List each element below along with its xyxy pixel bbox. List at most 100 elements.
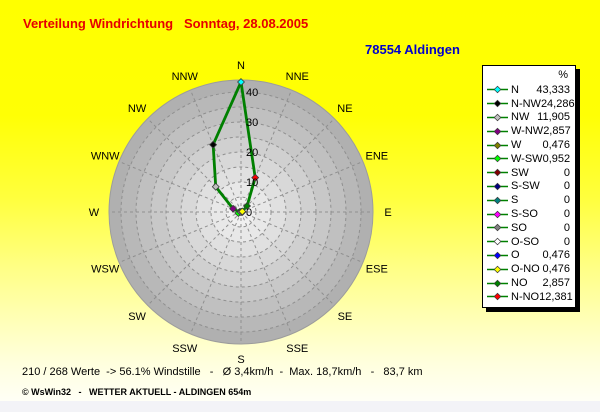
- legend-marker-icon: [487, 224, 508, 232]
- legend-label: O-SO: [511, 235, 540, 248]
- legend-value: 0,476: [542, 249, 570, 262]
- legend-label: S-SW: [511, 180, 540, 193]
- legend-header: %: [558, 69, 568, 81]
- legend-marker-icon: [487, 86, 508, 94]
- legend-row: N-NW 24,286: [483, 97, 575, 111]
- legend-marker-icon: [487, 113, 508, 122]
- legend-marker-icon: [487, 265, 508, 274]
- legend-marker-icon: [487, 168, 508, 177]
- legend-marker-icon: [487, 293, 508, 301]
- grid-spoke: [240, 118, 335, 213]
- direction-label-E: E: [384, 207, 391, 219]
- direction-label-ESE: ESE: [366, 263, 388, 275]
- legend-row: NW 11,905: [483, 111, 575, 125]
- legend-row: S-SO 0: [483, 207, 575, 221]
- radial-tick-label: 0: [246, 207, 252, 219]
- direction-label-WSW: WSW: [91, 263, 120, 275]
- legend-label: N: [511, 83, 519, 96]
- legend-value: 0: [563, 235, 570, 248]
- direction-label-WNW: WNW: [91, 151, 120, 163]
- direction-label-SSE: SSE: [286, 343, 308, 355]
- direction-label-ENE: ENE: [365, 151, 388, 163]
- legend-marker-icon: [487, 237, 508, 246]
- legend-value: 0: [563, 208, 570, 221]
- legend-marker-icon: [487, 141, 508, 149]
- grid-spoke: [190, 89, 242, 213]
- grid-spoke: [240, 89, 292, 213]
- station-label: 78554 Aldingen: [365, 42, 460, 57]
- legend-rows: N 43,333 N-NW 24,286 NW 11,905 W-NW 2,857 W 0,476…: [483, 83, 575, 304]
- legend-marker-icon: [487, 251, 508, 260]
- legend-marker-icon: [487, 127, 508, 136]
- data-marker-ENE: [238, 207, 247, 216]
- legend-value: 0,952: [542, 152, 571, 165]
- legend-label: O: [511, 249, 520, 262]
- direction-label-NW: NW: [128, 103, 147, 115]
- legend-label: S-SO: [511, 208, 538, 221]
- legend-value: 0: [563, 180, 570, 193]
- legend-row: O-SO 0: [483, 235, 575, 249]
- legend-value: 0: [563, 166, 570, 179]
- radial-tick-label: 30: [246, 117, 258, 129]
- legend-label: S: [511, 194, 519, 207]
- legend-value: 2,857: [543, 125, 571, 138]
- bottom-strip: [0, 401, 600, 412]
- legend-label: N-NO: [511, 290, 540, 303]
- page-title: Verteilung Windrichtung Sonntag, 28.08.2…: [23, 16, 309, 31]
- legend-row: O 0,476: [483, 249, 575, 263]
- legend-value: 43,333: [536, 83, 570, 96]
- grid-spoke: [147, 118, 242, 213]
- grid-spoke: [240, 211, 364, 263]
- direction-label-NE: NE: [337, 103, 352, 115]
- legend-label: W: [511, 139, 522, 152]
- legend-box: % N 43,333 N-NW 24,286 NW 11,905 W-NW 2,857 W 0,4…: [482, 65, 576, 308]
- grid-spoke: [118, 161, 242, 213]
- legend-row: W-SW 0,952: [483, 152, 575, 166]
- radial-tick-label: 20: [246, 147, 258, 159]
- legend-value: 0,476: [542, 139, 570, 152]
- radial-tick-label: 10: [246, 177, 258, 189]
- radial-tick-label: 40: [246, 87, 258, 99]
- direction-label-NNW: NNW: [172, 71, 199, 83]
- legend-marker-icon: [487, 196, 508, 205]
- direction-label-S: S: [237, 354, 244, 366]
- legend-row: W-NW 2,857: [483, 124, 575, 138]
- direction-label-SW: SW: [128, 311, 146, 323]
- data-marker-NNW: [209, 140, 218, 149]
- legend-label: SO: [511, 221, 527, 234]
- legend-row: NO 2,857: [483, 276, 575, 290]
- data-marker-NE: [243, 201, 252, 210]
- legend-label: N-NW: [511, 97, 541, 110]
- legend-value: 24,286: [540, 97, 575, 110]
- grid-spoke: [118, 211, 242, 263]
- legend-row: W 0,476: [483, 138, 575, 152]
- legend-label: W-SW: [511, 152, 543, 165]
- legend-label: NO: [511, 277, 528, 290]
- legend-label: W-NW: [511, 125, 544, 138]
- data-marker-WNW: [229, 204, 238, 213]
- legend-value: 2,857: [542, 277, 570, 290]
- grid-spoke: [240, 161, 364, 213]
- legend-value: 0: [563, 221, 570, 234]
- legend-row: N-NO 12,381: [483, 290, 575, 304]
- direction-label-NNE: NNE: [286, 71, 309, 83]
- legend-marker-icon: [487, 210, 508, 218]
- grid-spoke: [240, 211, 292, 335]
- direction-label-N: N: [237, 60, 245, 72]
- legend-row: S-SW 0: [483, 180, 575, 194]
- legend-label: NW: [511, 111, 530, 124]
- legend-row: N 43,333: [483, 83, 575, 97]
- direction-label-W: W: [89, 207, 100, 219]
- legend-marker-icon: [487, 155, 508, 163]
- legend-label: O-NO: [511, 263, 540, 276]
- grid-spoke: [147, 211, 242, 306]
- direction-label-SSW: SSW: [172, 343, 198, 355]
- legend-value: 0,476: [542, 263, 570, 276]
- legend-marker-icon: [487, 182, 508, 191]
- legend-value: 12,381: [539, 290, 573, 303]
- data-marker-NW: [211, 182, 220, 191]
- legend-marker-icon: [487, 279, 508, 287]
